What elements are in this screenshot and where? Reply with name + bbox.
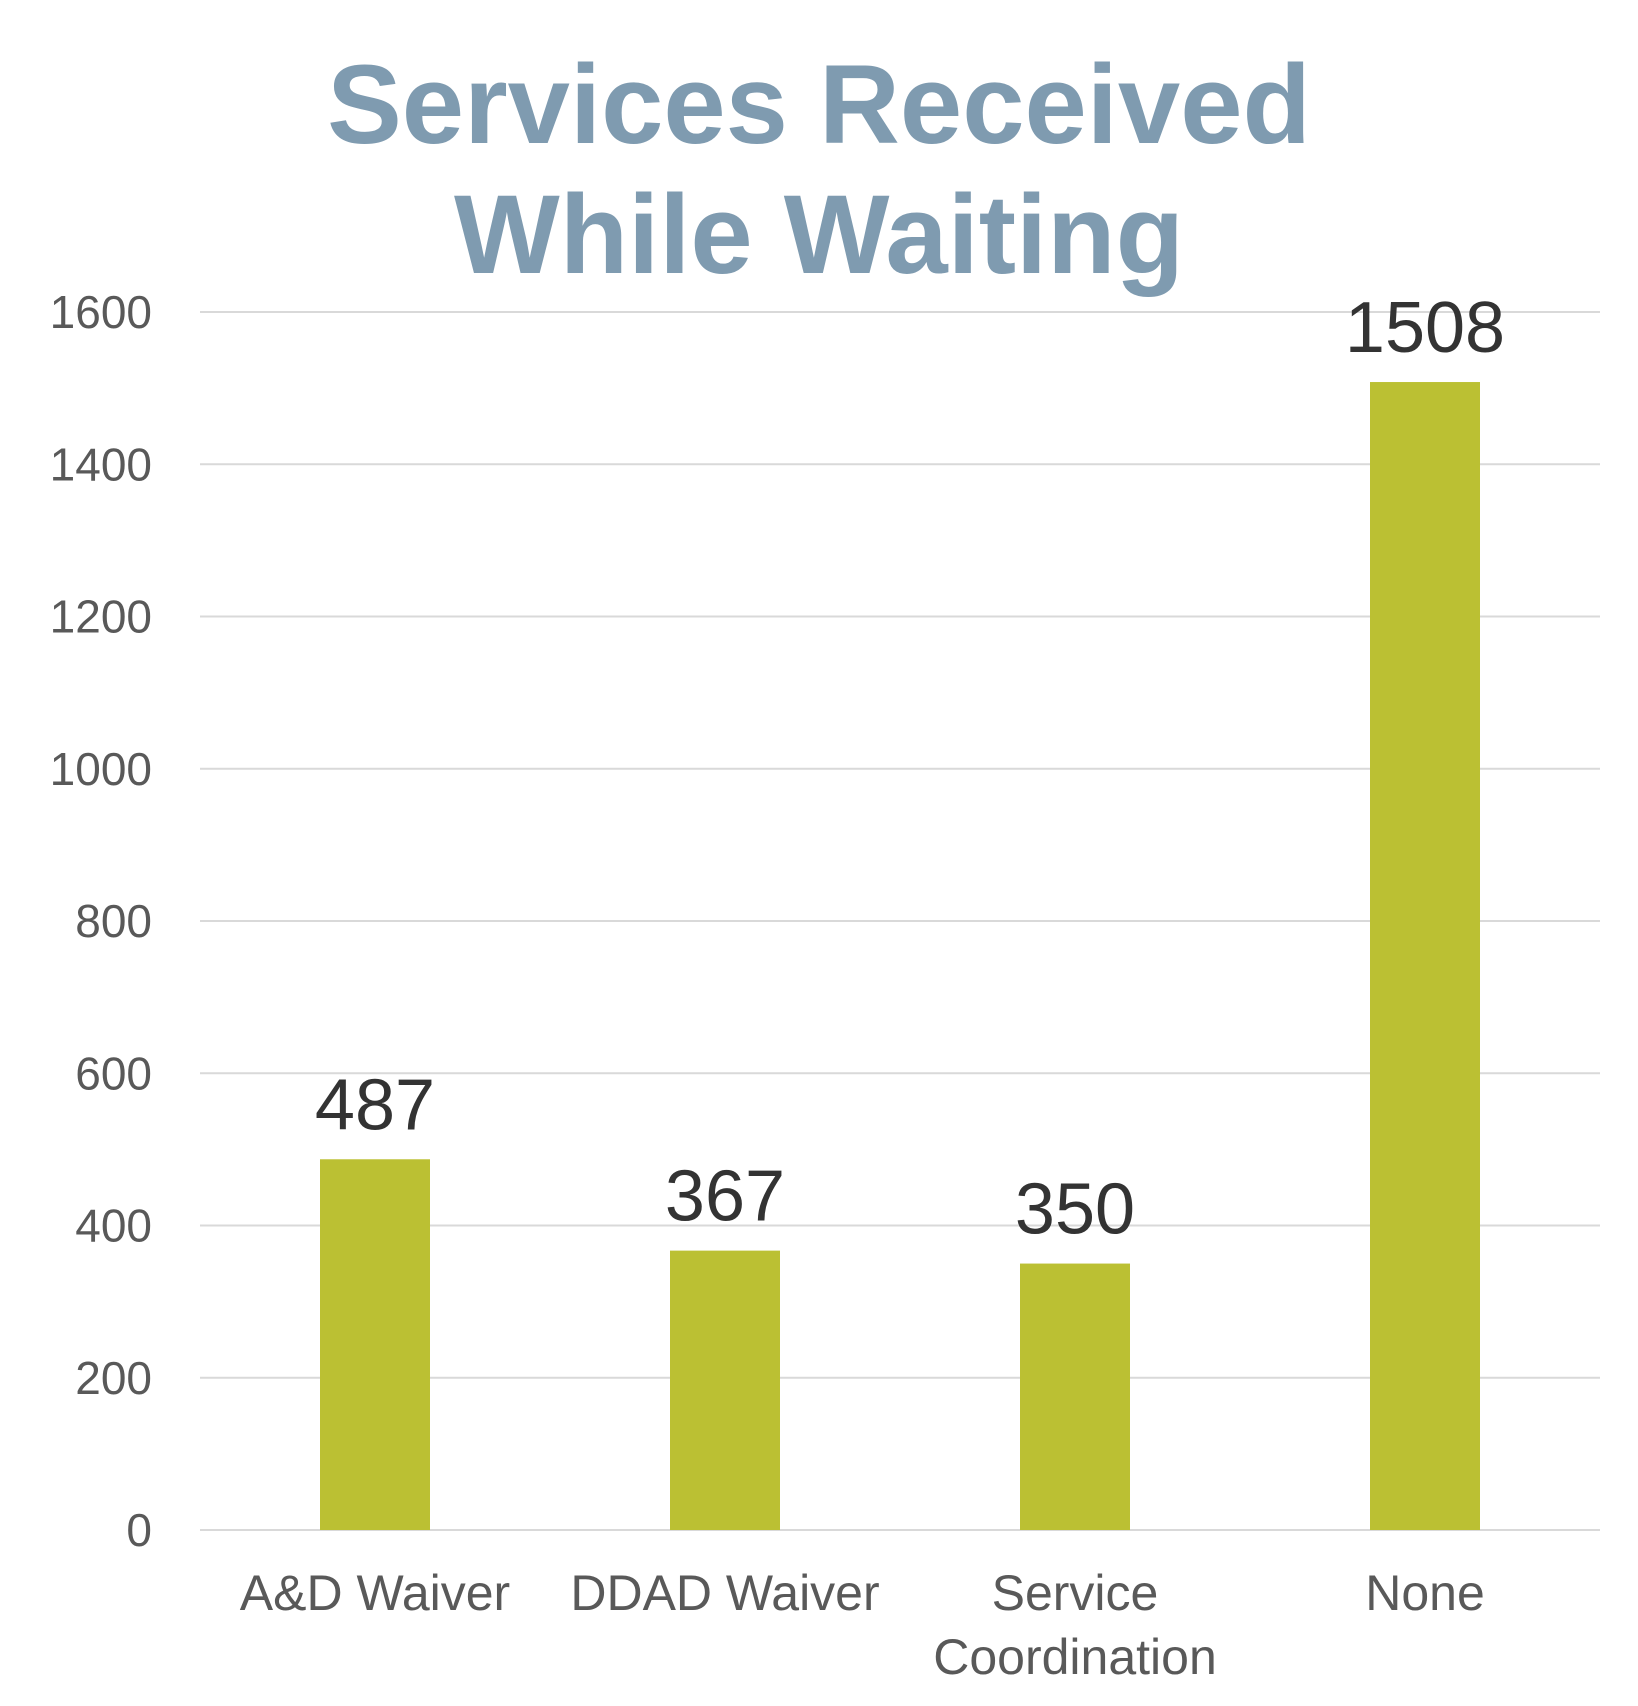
data-labels: 487 367 350 1508 <box>315 288 1505 1250</box>
x-category-label: Coordination <box>933 1629 1217 1685</box>
gridlines <box>200 311 1600 1531</box>
y-tick-label: 400 <box>75 1200 152 1252</box>
x-category-label: None <box>1365 1565 1485 1621</box>
y-tick-label: 1000 <box>50 743 152 795</box>
data-label: 367 <box>665 1157 785 1237</box>
y-tick-label: 1400 <box>50 438 152 490</box>
y-tick-label: 200 <box>75 1352 152 1404</box>
y-tick-label: 1200 <box>50 591 152 643</box>
y-axis-tick-labels: 0 200 400 600 800 1000 1200 1400 1600 <box>50 286 152 1556</box>
y-tick-label: 1600 <box>50 286 152 338</box>
data-label: 1508 <box>1345 288 1505 368</box>
y-tick-label: 0 <box>126 1504 152 1556</box>
x-category-label: A&D Waiver <box>240 1565 510 1621</box>
x-category-label: DDAD Waiver <box>570 1565 879 1621</box>
chart-title-line-1: Services Received <box>327 42 1311 167</box>
bar <box>1020 1263 1130 1530</box>
bar <box>1370 382 1480 1530</box>
data-label: 350 <box>1015 1170 1135 1250</box>
bar <box>670 1250 780 1530</box>
y-tick-label: 600 <box>75 1047 152 1099</box>
x-axis-category-labels: A&D Waiver DDAD Waiver Service Coordination… <box>240 1565 1485 1685</box>
bars <box>320 382 1480 1530</box>
chart-title-line-2: While Waiting <box>454 172 1184 297</box>
data-label: 487 <box>315 1065 435 1145</box>
chart-title: Services Received While Waiting <box>0 40 1638 300</box>
x-category-label: Service <box>992 1565 1159 1621</box>
bar <box>320 1159 430 1530</box>
y-tick-label: 800 <box>75 895 152 947</box>
